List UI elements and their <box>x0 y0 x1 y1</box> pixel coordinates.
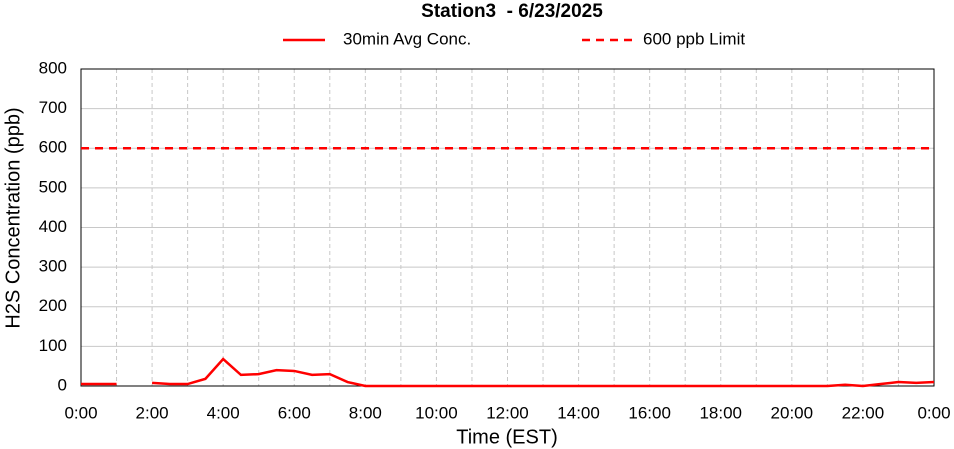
y-tick-label: 400 <box>39 217 67 236</box>
x-tick-label: 16:00 <box>628 403 671 422</box>
data-line <box>81 357 935 388</box>
y-tick-label: 300 <box>39 257 67 276</box>
x-tick-label: 0:00 <box>64 403 97 422</box>
x-tick-label: 10:00 <box>415 403 458 422</box>
chart-title: Station3 - 6/23/2025 <box>421 1 603 22</box>
y-tick-label: 800 <box>39 58 67 77</box>
x-tick-label: 2:00 <box>136 403 169 422</box>
y-axis-label: H2S Concentration (ppb) <box>2 107 24 328</box>
y-tick-label: 500 <box>39 177 67 196</box>
y-tick-label: 100 <box>39 336 67 355</box>
x-tick-label: 18:00 <box>699 403 742 422</box>
x-axis-label: Time (EST) <box>456 426 557 448</box>
y-tick-label: 600 <box>39 138 67 157</box>
legend-label: 600 ppb Limit <box>643 29 745 48</box>
legend-label: 30min Avg Conc. <box>343 29 471 48</box>
x-tick-label: 0:00 <box>917 403 950 422</box>
x-tick-label: 8:00 <box>349 403 382 422</box>
y-tick-label: 200 <box>39 296 67 315</box>
y-tick-label: 0 <box>58 375 67 394</box>
y-tick-label: 700 <box>39 98 67 117</box>
x-tick-label: 4:00 <box>207 403 240 422</box>
x-tick-label: 22:00 <box>842 403 885 422</box>
x-tick-label: 6:00 <box>278 403 311 422</box>
x-tick-label: 14:00 <box>557 403 600 422</box>
x-tick-label: 12:00 <box>486 403 529 422</box>
x-tick-label: 20:00 <box>771 403 814 422</box>
